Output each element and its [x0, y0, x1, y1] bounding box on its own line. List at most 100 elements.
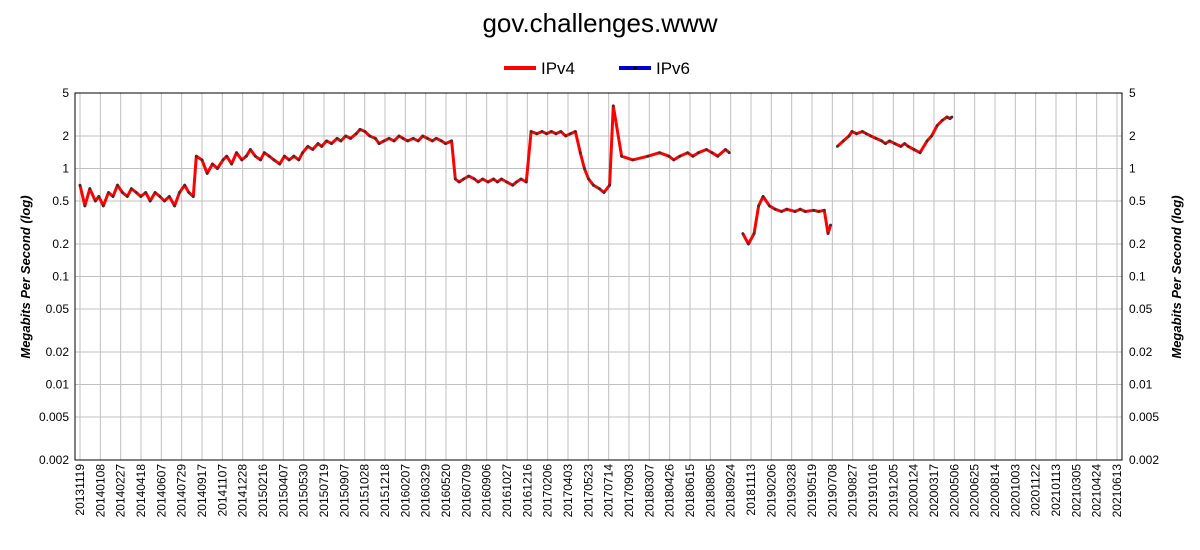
data-point-ipv4: [554, 132, 558, 136]
y-tick-label-left: 0.002: [39, 453, 69, 467]
data-point-ipv4: [259, 158, 262, 162]
data-point-ipv4: [620, 154, 623, 158]
y-tick-label-left: 0.01: [46, 378, 70, 392]
y-axis-label-right: Megabits Per Second (log): [1169, 195, 1184, 358]
data-point-ipv4: [301, 151, 304, 155]
data-point-ipv4: [529, 130, 533, 133]
x-tick-label: 20161027: [500, 464, 514, 518]
data-point-ipv4: [283, 154, 286, 158]
data-point-ipv4: [316, 142, 320, 146]
data-point-ipv4: [167, 195, 171, 198]
data-point-ipv4: [850, 130, 854, 133]
data-point-ipv4: [486, 180, 490, 184]
data-point-ipv4: [426, 137, 429, 140]
x-tick-label: 20151028: [358, 464, 372, 518]
y-tick-label-left: 0.1: [52, 270, 69, 284]
data-point-ipv4: [374, 137, 377, 140]
data-point-ipv4: [462, 177, 465, 181]
x-tick-label: 20150407: [276, 464, 290, 518]
data-point-ipv4: [912, 148, 916, 151]
y-tick-label-right: 1: [1129, 161, 1136, 175]
data-point-ipv4: [545, 132, 548, 136]
x-tick-label: 20201003: [1008, 464, 1022, 518]
y-tick-label-left: 0.02: [46, 345, 70, 359]
data-point-ipv4: [564, 134, 568, 138]
data-point-ipv4: [768, 204, 771, 208]
data-point-ipv4: [550, 130, 553, 133]
y-tick-label-right: 0.002: [1129, 453, 1159, 467]
x-tick-label: 20201122: [1029, 464, 1043, 517]
data-point-ipv4: [481, 177, 485, 181]
data-point-ipv4: [163, 199, 166, 203]
data-point-ipv4: [467, 174, 471, 178]
x-tick-label: 20180426: [663, 464, 677, 518]
x-tick-label: 20210613: [1110, 464, 1124, 518]
data-point-ipv4: [476, 180, 480, 184]
data-point-ipv4: [444, 142, 447, 146]
x-tick-label: 20191205: [886, 464, 900, 518]
data-point-ipv4: [344, 134, 348, 138]
data-point-ipv4: [918, 151, 922, 155]
data-point-ipv4: [139, 195, 143, 198]
data-point-ipv4: [505, 180, 509, 184]
y-tick-label-right: 2: [1129, 129, 1136, 143]
data-point-ipv4: [716, 154, 720, 158]
data-point-ipv4: [948, 117, 952, 120]
data-point-ipv4: [785, 207, 789, 211]
data-point-ipv4: [144, 191, 148, 194]
data-point-ipv4: [354, 132, 358, 136]
x-tick-label: 20160207: [398, 464, 412, 518]
data-point-ipv4: [817, 210, 820, 213]
data-point-ipv4: [325, 139, 328, 143]
data-point-ipv4: [116, 183, 119, 187]
y-tick-label-left: 1: [62, 161, 69, 175]
data-point-ipv4: [524, 180, 528, 184]
data-point-ipv4: [803, 210, 807, 213]
data-point-ipv4: [826, 232, 830, 235]
x-tick-label: 20140418: [134, 464, 148, 518]
data-point-ipv4: [941, 118, 944, 122]
data-point-ipv4: [297, 158, 301, 162]
x-tick-label: 20180805: [703, 464, 717, 518]
data-point-ipv4: [134, 191, 138, 194]
data-point-ipv4: [935, 124, 939, 127]
data-point-ipv4: [925, 139, 929, 143]
data-point-ipv4: [592, 183, 595, 187]
data-point-ipv4: [358, 127, 362, 131]
y-tick-label-left: 5: [62, 86, 69, 100]
legend-item-ipv6: IPv6: [619, 59, 690, 78]
data-point-ipv4: [205, 172, 209, 175]
data-point-ipv4: [842, 139, 845, 143]
y-tick-label-right: 0.5: [1129, 194, 1146, 208]
data-point-ipv4: [812, 208, 816, 212]
x-tick-label: 20180924: [724, 464, 738, 518]
data-point-ipv4: [906, 145, 910, 148]
y-axis-label-left: Megabits Per Second (log): [18, 195, 33, 358]
data-point-ipv4: [608, 183, 611, 187]
data-point-ipv4: [349, 137, 352, 140]
x-tick-label: 20161216: [520, 464, 534, 518]
x-tick-label: 20140729: [175, 464, 189, 518]
data-point-ipv4: [752, 232, 756, 235]
data-point-ipv4: [249, 148, 252, 151]
data-point-ipv4: [211, 162, 214, 166]
data-point-ipv4: [724, 148, 727, 151]
data-point-ipv4: [569, 132, 572, 136]
data-point-ipv4: [216, 167, 219, 170]
data-point-ipv4: [678, 154, 682, 158]
data-point-ipv4: [148, 199, 152, 203]
data-point-ipv4: [240, 158, 244, 162]
data-point-ipv4: [78, 183, 82, 187]
data-point-ipv4: [434, 137, 438, 140]
x-tick-label: 20210305: [1069, 464, 1083, 518]
data-point-ipv4: [225, 154, 229, 158]
data-point-ipv4: [158, 195, 162, 198]
x-tick-label: 20160709: [459, 464, 473, 518]
data-point-ipv4: [287, 158, 291, 162]
data-point-ipv4: [178, 191, 181, 194]
x-tick-label: 20200814: [988, 464, 1002, 518]
x-tick-label: 20170206: [541, 464, 555, 518]
data-point-ipv4: [761, 195, 765, 198]
data-point-ipv4: [855, 132, 858, 136]
